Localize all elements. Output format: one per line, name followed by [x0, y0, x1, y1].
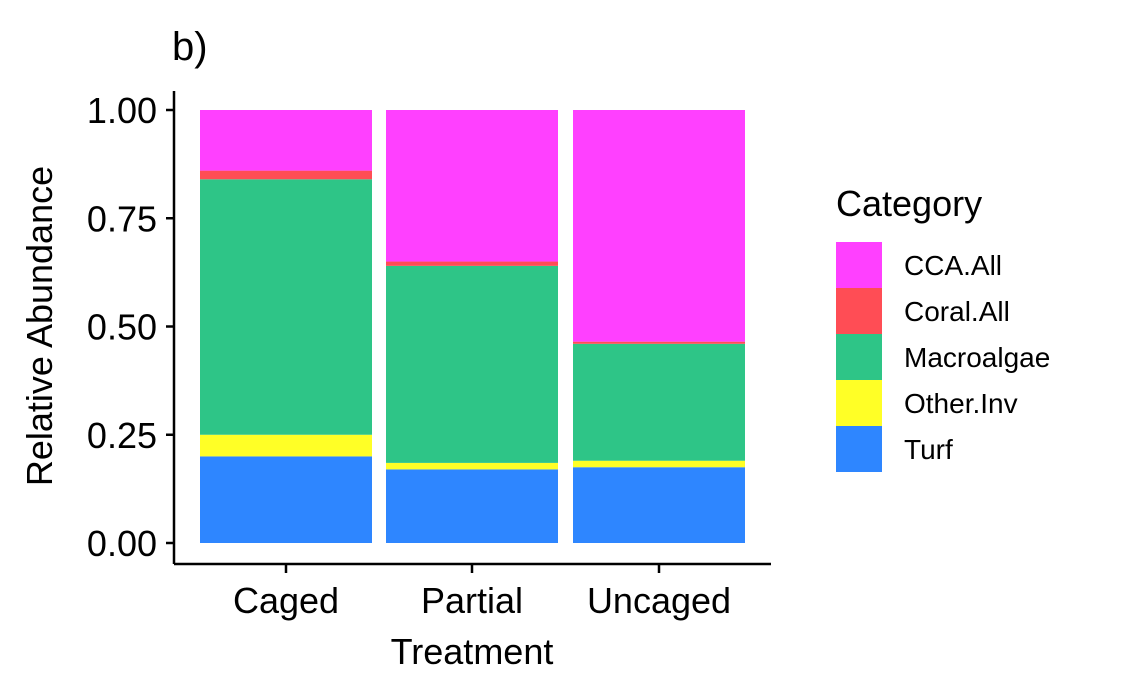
bar-segment-partial-other-inv: [386, 462, 558, 470]
y-axis-title: Relative Abundance: [19, 166, 60, 486]
bar-segment-uncaged-cca-all: [573, 110, 745, 342]
bar-segment-uncaged-other-inv: [573, 460, 745, 468]
y-tick-label: 1.00: [87, 90, 157, 131]
bar-segment-uncaged-coral-all: [573, 341, 745, 344]
x-tick-label-partial: Partial: [421, 580, 523, 621]
bar-segment-uncaged-turf: [573, 467, 745, 543]
legend-label-other-inv: Other.Inv: [904, 388, 1018, 419]
x-axis-ticks: Caged Partial Uncaged: [233, 564, 731, 621]
legend-swatch-macroalgae: [836, 334, 882, 380]
bar-segment-partial-cca-all: [386, 110, 558, 262]
y-tick-label: 0.00: [87, 523, 157, 564]
chart-title: b): [172, 25, 208, 69]
y-tick-label: 0.50: [87, 307, 157, 348]
bar-segment-caged-macroalgae: [200, 179, 372, 435]
bar-segment-partial-coral-all: [386, 261, 558, 266]
legend-swatch-turf: [836, 426, 882, 472]
x-tick-label-caged: Caged: [233, 580, 339, 621]
legend-label-macroalgae: Macroalgae: [904, 342, 1050, 373]
y-axis-ticks: 0.00 0.25 0.50 0.75 1.00: [87, 90, 174, 564]
bar-segment-caged-other-inv: [200, 434, 372, 457]
bar-segment-caged-turf: [200, 456, 372, 543]
bar-segment-caged-cca-all: [200, 110, 372, 171]
bar-segment-partial-turf: [386, 469, 558, 543]
bar-segment-partial-macroalgae: [386, 265, 558, 463]
x-axis-title: Treatment: [391, 631, 554, 672]
bar-segment-caged-coral-all: [200, 170, 372, 180]
bar-segment-uncaged-macroalgae: [573, 343, 745, 461]
legend-swatch-coral-all: [836, 288, 882, 334]
bars-group: [200, 110, 745, 543]
legend-label-turf: Turf: [904, 434, 953, 465]
legend-swatch-cca-all: [836, 242, 882, 288]
x-tick-label-uncaged: Uncaged: [587, 580, 731, 621]
legend-label-cca-all: CCA.All: [904, 250, 1002, 281]
legend-swatch-other-inv: [836, 380, 882, 426]
legend-label-coral-all: Coral.All: [904, 296, 1010, 327]
legend-title: Category: [836, 183, 982, 224]
y-tick-label: 0.25: [87, 415, 157, 456]
y-tick-label: 0.75: [87, 198, 157, 239]
legend: Category CCA.All Coral.All Macroalgae Other…: [836, 183, 1050, 472]
